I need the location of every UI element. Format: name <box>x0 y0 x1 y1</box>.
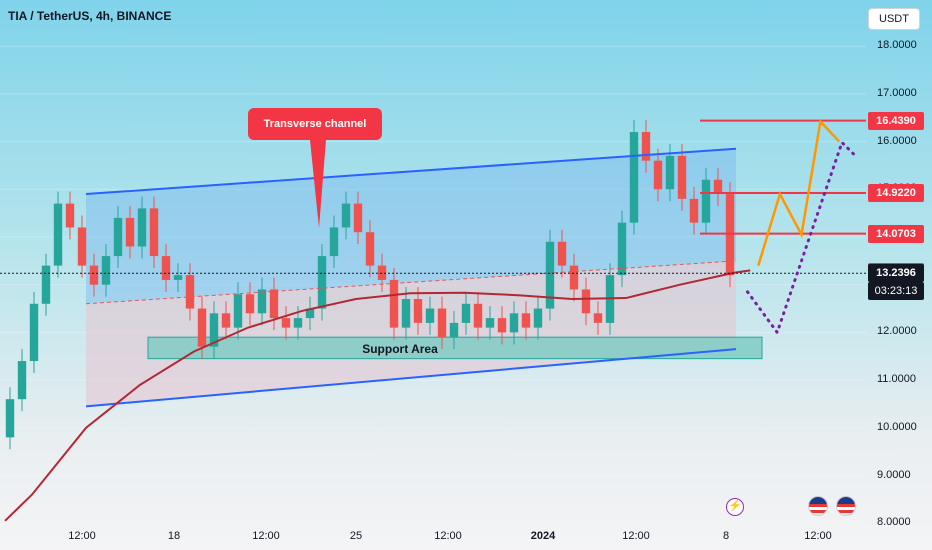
channel-upper-line <box>85 147 737 196</box>
candle-body <box>113 217 123 257</box>
price-label: 16.4390 <box>868 111 924 130</box>
candle-body <box>17 361 27 400</box>
price-axis-tick: 10.0000 <box>877 420 917 433</box>
zones-layer <box>0 45 866 524</box>
candle-body <box>185 275 195 309</box>
us-flag-icon[interactable] <box>836 496 856 516</box>
time-axis-tick: 12:00 <box>804 530 832 542</box>
candle-body <box>557 241 567 266</box>
currency-button[interactable]: USDT <box>868 8 920 30</box>
us-flag-icon[interactable] <box>808 496 828 516</box>
candle-body <box>581 289 591 314</box>
candle-body <box>533 308 543 328</box>
candle-body <box>125 217 135 247</box>
candle-body <box>65 203 75 228</box>
candle-body <box>293 318 303 328</box>
candle-body <box>41 265 51 304</box>
candle-body <box>413 299 423 323</box>
lines-layer <box>0 118 866 522</box>
candle-body <box>485 318 495 328</box>
candle-body <box>5 399 15 438</box>
candle-body <box>593 313 603 323</box>
lightning-icon[interactable]: ⚡ <box>726 498 744 516</box>
candle-body <box>245 294 255 314</box>
candle-body <box>545 241 555 309</box>
candle-body <box>509 313 519 333</box>
price-label: 13.2396 <box>868 264 924 283</box>
moving-average-line <box>4 269 751 522</box>
time-axis-tick: 18 <box>167 530 181 542</box>
candle-body <box>401 299 411 328</box>
candle-body <box>257 289 267 314</box>
chart-title: TIA / TetherUS, 4h, BINANCE <box>8 9 172 23</box>
price-axis-tick: 17.0000 <box>877 86 917 99</box>
candle-countdown: 03:23:13 <box>868 282 924 301</box>
candle-body <box>197 308 207 347</box>
candle-body <box>221 313 231 328</box>
channel-mid-line <box>85 260 737 305</box>
candle-body <box>161 256 171 280</box>
projection-up-path <box>757 118 841 266</box>
candle-body <box>677 155 687 199</box>
price-axis-tick: 8.0000 <box>877 516 911 529</box>
candle-body <box>461 303 471 323</box>
candle-body <box>617 222 627 276</box>
candle-body <box>629 132 639 223</box>
candle-body <box>317 256 327 309</box>
candle-body <box>521 313 531 328</box>
candle-body <box>173 275 183 280</box>
candle-body <box>29 303 39 362</box>
time-axis-tick: 12:00 <box>434 530 462 542</box>
candle-body <box>281 318 291 328</box>
candle-body <box>701 179 711 223</box>
candle-body <box>341 203 351 228</box>
projection-alt-path <box>746 139 857 336</box>
candle-body <box>77 227 87 266</box>
time-axis-tick: 12:00 <box>68 530 96 542</box>
candle-body <box>209 313 219 347</box>
candle-body <box>269 289 279 319</box>
time-axis-tick: 25 <box>349 530 363 542</box>
time-axis-tick: 12:00 <box>252 530 280 542</box>
candle-body <box>437 308 447 338</box>
candle-body <box>53 203 63 266</box>
price-axis-tick: 16.0000 <box>877 134 917 147</box>
callout-pointer <box>310 140 326 228</box>
time-axis-tick: 12:00 <box>622 530 650 542</box>
time-axis-tick: 2024 <box>530 530 556 542</box>
candle-body <box>137 208 147 247</box>
candle-body <box>305 308 315 319</box>
candle-body <box>149 208 159 257</box>
candle-body <box>569 265 579 290</box>
candle-body <box>425 308 435 323</box>
candle-body <box>713 179 723 195</box>
price-label: 14.9220 <box>868 184 924 202</box>
candle-body <box>689 198 699 223</box>
candle-body <box>329 227 339 257</box>
price-label: 14.0703 <box>868 224 924 243</box>
candle-body <box>641 132 651 161</box>
candle-body <box>353 203 363 233</box>
price-axis-tick: 11.0000 <box>877 373 916 386</box>
candle-body <box>473 303 483 328</box>
callout-transverse-channel: Transverse channel <box>248 108 382 140</box>
channel-lower-line <box>85 348 737 408</box>
candle-body <box>389 279 399 328</box>
candle-body <box>365 232 375 266</box>
candle-body <box>653 160 663 190</box>
candle-body <box>665 155 675 190</box>
candle-body <box>233 294 243 328</box>
candle-body <box>497 318 507 333</box>
candle-body <box>89 265 99 285</box>
candle-body <box>101 256 111 285</box>
price-axis-tick: 12.0000 <box>877 325 917 338</box>
price-axis-tick: 9.0000 <box>877 468 911 481</box>
price-axis-tick: 18.0000 <box>877 39 917 52</box>
candle-body <box>449 322 459 338</box>
support-area-label: Support Area <box>362 342 438 356</box>
time-axis-tick: 8 <box>722 530 730 542</box>
